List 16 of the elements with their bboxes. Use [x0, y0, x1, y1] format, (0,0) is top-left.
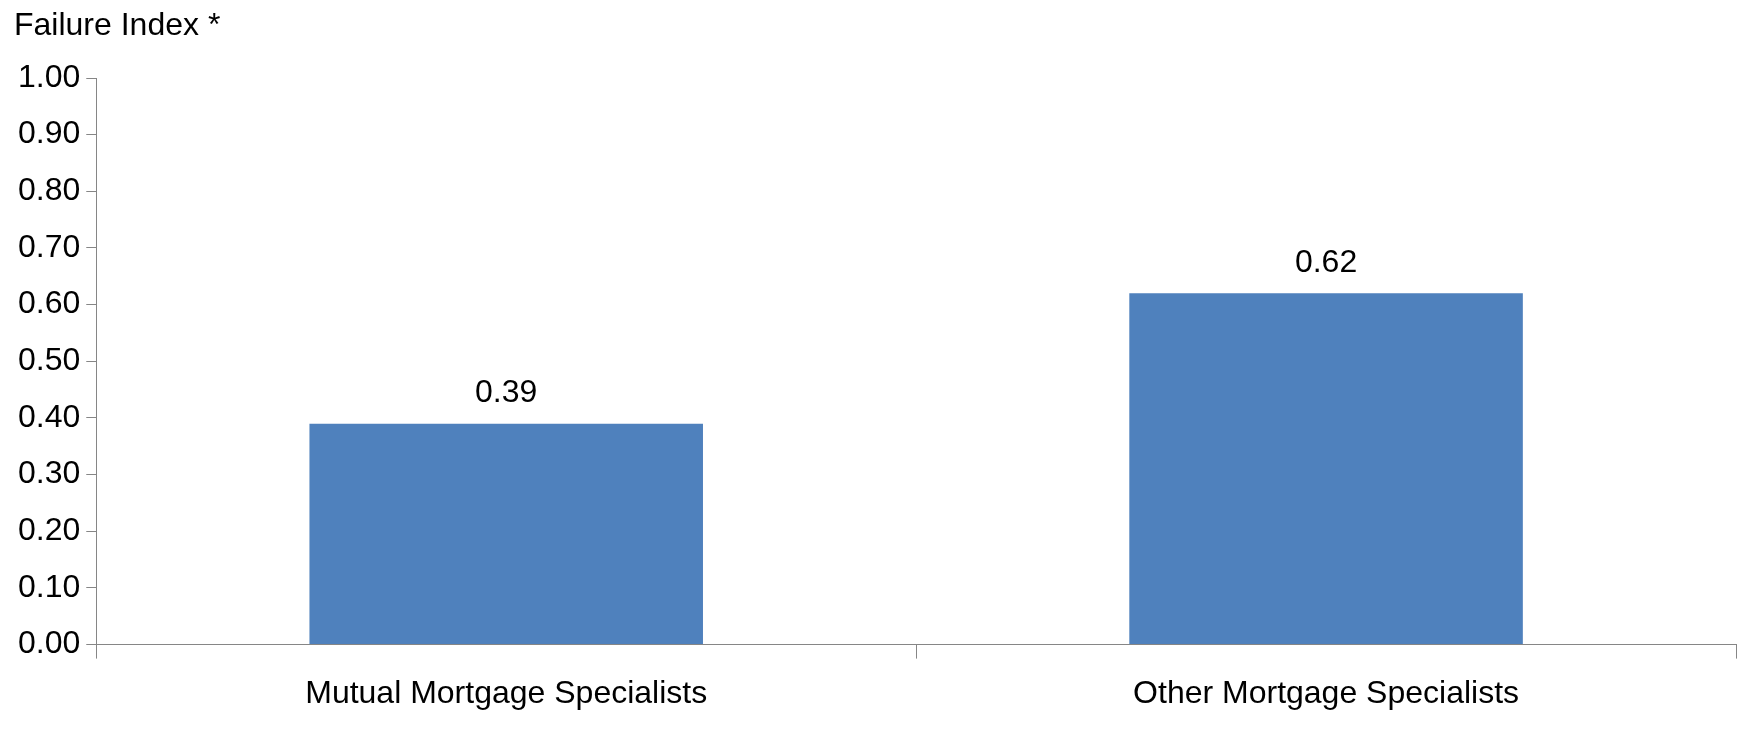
x-tick-label: Other Mortgage Specialists: [1133, 673, 1520, 710]
data-label: 0.39: [475, 373, 538, 410]
y-tick-label: 0.60: [18, 284, 81, 321]
y-tick-label: 0.10: [18, 567, 81, 604]
y-tick-label: 0.70: [18, 227, 81, 264]
y-tick-label: 1.00: [18, 57, 81, 94]
x-tick-label: Mutual Mortgage Specialists: [305, 673, 708, 710]
y-tick-label: 0.90: [18, 114, 81, 151]
y-tick-label: 0.50: [18, 341, 81, 378]
y-axis-title: Failure Index *: [14, 5, 221, 42]
y-tick-label: 0.20: [18, 511, 81, 548]
y-tick-label: 0.40: [18, 397, 81, 434]
y-tick-label: 0.80: [18, 171, 81, 208]
y-tick-label: 0.30: [18, 454, 81, 491]
data-label: 0.62: [1294, 243, 1358, 280]
y-tick-label: 0.00: [18, 624, 81, 661]
